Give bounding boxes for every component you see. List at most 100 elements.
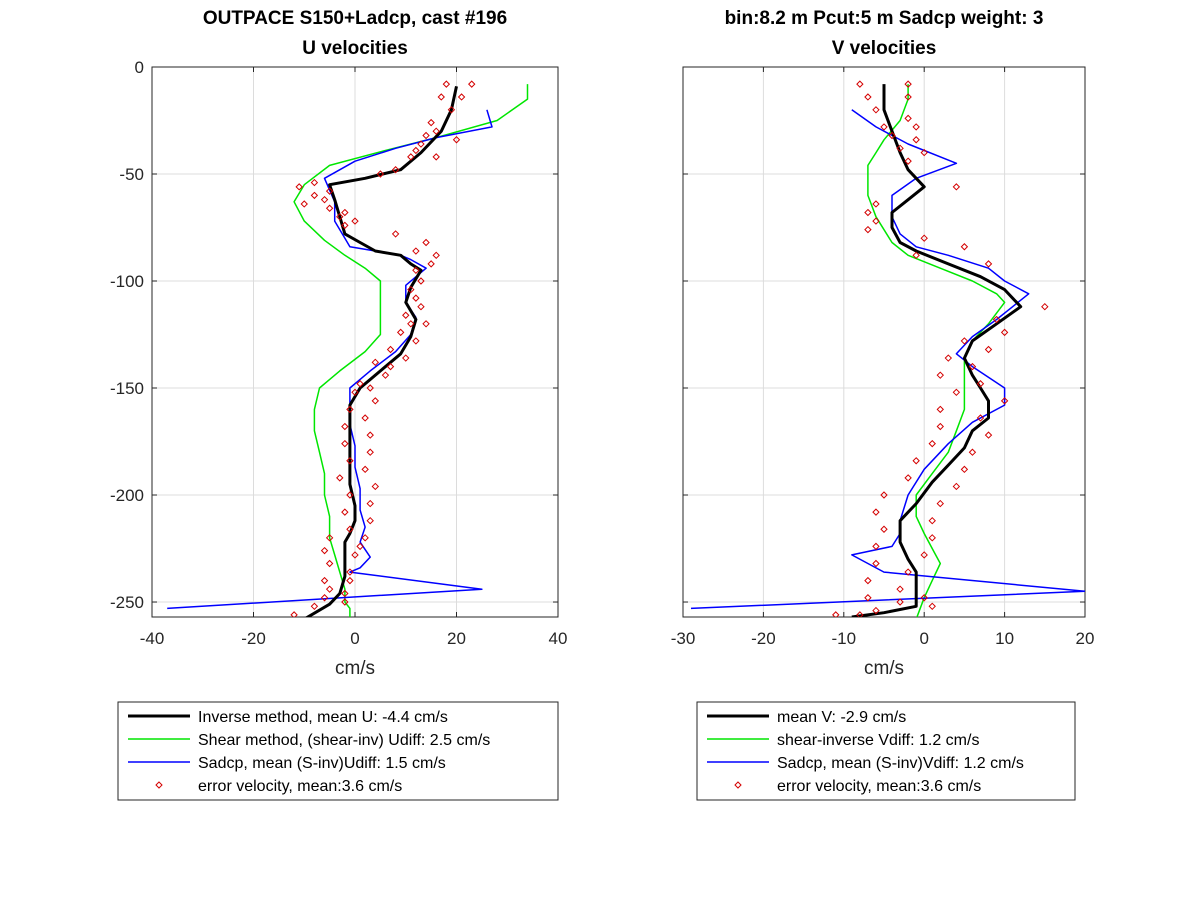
x-tick-label: -30 [671,629,696,648]
error-velocity-marker [1000,328,1009,337]
error-velocity-marker [361,414,369,422]
error-velocity-marker [880,491,888,499]
error-velocity-marker [407,320,415,328]
error-velocity-marker [371,397,380,405]
error-velocity-marker [936,371,944,379]
error-velocity-marker [468,80,476,88]
error-velocity-marker [856,611,864,617]
error-velocity-marker [346,405,354,414]
error-velocity-marker [412,266,420,275]
error-velocity-marker [407,153,415,161]
error-velocity-marker [336,213,344,221]
error-velocity-marker [928,534,936,542]
error-velocity-marker [928,439,936,448]
error-velocity-marker [944,354,953,362]
error-velocity-marker [320,594,329,602]
x-tick-label: 40 [549,629,568,648]
x-tick-label: 0 [350,629,359,648]
error-velocity-marker [992,315,1001,324]
error-velocity-marker [936,422,944,431]
error-velocity-marker [872,508,880,516]
chart-subtitle: U velocities [302,38,408,59]
error-velocity-marker [290,611,298,617]
error-velocity-marker [912,136,920,144]
error-velocity-marker [856,80,864,88]
error-velocity-marker [864,208,872,217]
series-line-1 [293,84,529,617]
series-line-0 [304,85,458,617]
error-velocity-marker [366,431,374,439]
x-tick-label: 20 [447,629,466,648]
error-velocity-marker [936,499,944,508]
error-velocity-marker [952,388,961,396]
error-velocity-marker [366,499,374,508]
error-velocity-marker [346,457,354,465]
error-velocity-marker [325,585,334,593]
error-velocity-marker [310,178,319,187]
error-velocity-marker [976,380,985,388]
error-velocity-marker [447,106,456,114]
error-velocity-marker [422,131,430,140]
error-velocity-marker [452,136,461,144]
error-velocity-marker [402,354,410,362]
error-velocity-marker [936,405,944,414]
error-velocity-marker [880,123,888,131]
error-velocity-marker [386,345,395,354]
error-velocity-marker [984,345,993,354]
error-velocity-marker [341,598,349,606]
chart-title: OUTPACE S150+Ladcp, cast #196 [203,8,507,29]
error-velocity-marker [341,508,349,516]
error-velocity-marker [442,80,451,88]
error-velocity-marker [960,465,969,474]
error-velocity-marker [832,611,840,617]
error-velocity-marker [412,294,420,302]
error-velocity-marker [310,602,319,611]
error-velocity-marker [984,260,993,268]
legend: mean V: -2.9 cm/s shear-inverse Vdiff: 1.… [696,701,1076,801]
error-velocity-marker [960,243,969,251]
error-velocity-marker [960,337,969,345]
error-velocity-marker [371,358,380,367]
v-panel: -30 -20 -10 0 10 20 bin:8.2 m Pcut:5 m Sadcp w… [671,8,1094,801]
error-velocity-marker [325,204,334,212]
error-velocity-marker [432,251,440,260]
y-tick-label: -200 [110,486,144,505]
error-velocity-marker [904,568,912,576]
error-velocity-marker [336,474,344,482]
error-velocity-marker [872,542,880,551]
error-velocity-marker [864,93,872,101]
legend-swatch-3 [734,781,742,789]
legend-label: Shear method, (shear-inv) Udiff: 2.5 cm/… [198,732,490,749]
error-velocity-marker [904,93,912,101]
legend-label: Sadcp, mean (S-inv)Vdiff: 1.2 cm/s [777,755,1024,772]
error-velocity-marker [864,594,872,602]
error-velocity-marker [351,388,359,396]
error-velocity-marker [872,559,880,568]
y-tick-label: -100 [110,272,144,291]
error-velocity-marker [402,311,410,319]
error-velocity-marker [320,576,329,585]
error-velocity-marker [1041,302,1049,311]
chart-title: bin:8.2 m Pcut:5 m Sadcp weight: 3 [725,8,1044,29]
y-tick-label: -150 [110,379,144,398]
error-velocity-marker [952,183,961,191]
error-velocity-marker [952,482,961,491]
error-velocity-marker [386,362,395,371]
legend-box [696,701,1076,801]
legend-label: shear-inverse Vdiff: 1.2 cm/s [777,732,979,749]
x-tick-label: -10 [832,629,857,648]
error-velocity-marker [920,234,928,242]
error-velocity-marker [341,589,349,598]
error-velocity-marker [341,439,349,448]
error-velocity-marker [888,131,896,140]
error-velocity-marker [872,200,880,208]
error-velocity-marker [341,221,349,230]
error-velocity-marker [864,225,872,234]
error-velocity-marker [437,93,445,101]
error-velocity-marker [366,384,374,392]
error-velocity-marker [872,217,880,225]
error-velocity-marker [422,320,430,328]
error-velocity-marker [427,118,435,127]
